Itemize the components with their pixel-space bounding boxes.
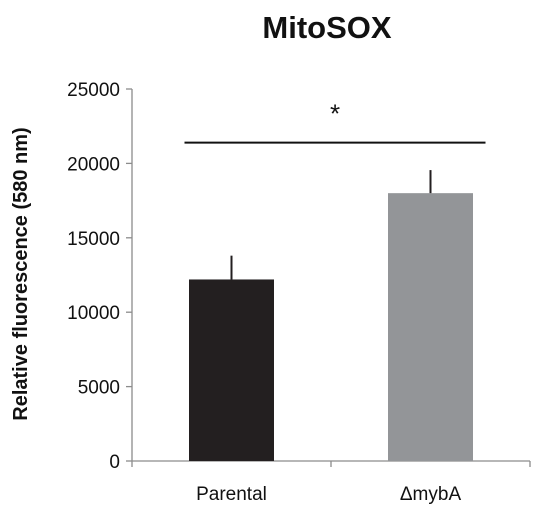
y-tick-label: 0 bbox=[109, 452, 120, 473]
y-tick-label: 20000 bbox=[67, 154, 120, 175]
y-axis-label: Relative fluorescence (580 nm) bbox=[10, 127, 32, 420]
significance-marker: * bbox=[330, 99, 340, 129]
bar-parental bbox=[189, 279, 274, 461]
bar-mutant bbox=[388, 193, 473, 461]
x-category-label: Parental bbox=[196, 484, 267, 505]
y-tick-label: 25000 bbox=[67, 80, 120, 101]
y-tick-label: 5000 bbox=[78, 378, 120, 399]
x-category-label: ΔmybA bbox=[400, 484, 462, 505]
chart-title: MitoSOX bbox=[262, 10, 391, 45]
y-tick-label: 10000 bbox=[67, 303, 120, 324]
plot-area: 0 5000 10000 15000 20000 25000 Parental ΔmybA * bbox=[67, 80, 531, 505]
y-tick-label: 15000 bbox=[67, 229, 120, 250]
